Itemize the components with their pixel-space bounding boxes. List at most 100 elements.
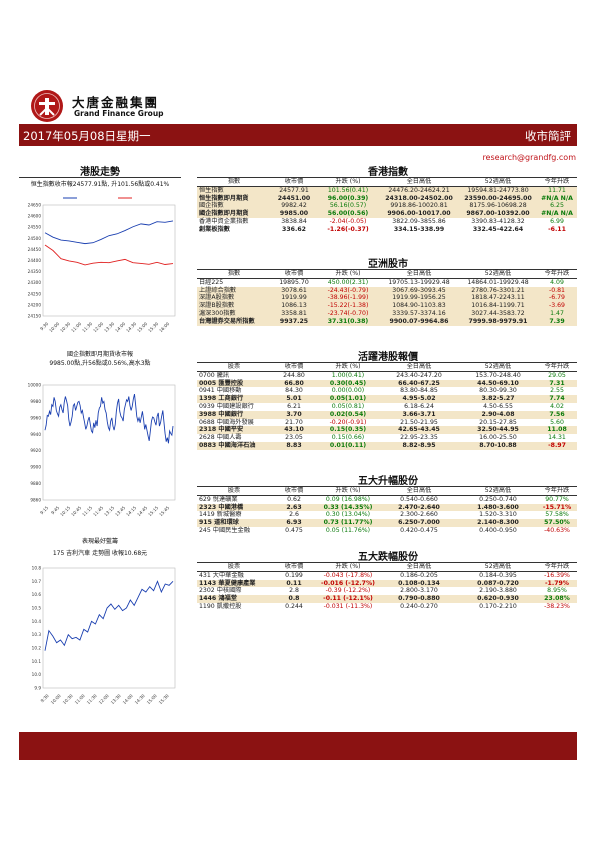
table-cell: 0.8 xyxy=(271,595,317,603)
x-tick-label: 16:00 xyxy=(158,321,170,333)
table-cell: 7.31 xyxy=(537,379,577,388)
table-cell: 0.184-0.395 xyxy=(479,571,517,579)
contact-email[interactable]: research@grandfg.com xyxy=(482,153,576,162)
x-tick-label: 11:30 xyxy=(86,693,98,705)
table-row: 恒生指數即月期貨 24451.00 96.00(0.39) 24318.00-2450… xyxy=(197,194,577,203)
plot-area xyxy=(42,204,176,317)
column-header: 股票 xyxy=(197,487,271,496)
table-cell: 香港中資企業指數 xyxy=(199,217,249,225)
y-tick-label: 9.9 xyxy=(34,686,41,691)
geely-intraday-chart: 10.8 10.7 10.6 10.5 10.4 10.3 10.2 10.1 10.0 9.9 9… xyxy=(32,566,176,705)
table-header-row: 指數 收市價 升跌 (%) 全日高低 52週高低 今年升跌 xyxy=(197,178,577,187)
stock-chart-caption: 175 吉利汽車 走勢圖 收報10.68元 xyxy=(52,550,148,557)
y-tick-label: 9940 xyxy=(30,432,41,437)
table-cell: 0.02(0.54) xyxy=(317,410,379,419)
table-cell: 9918.86-10020.81 xyxy=(379,202,459,211)
hk-index-title: 香港指數 xyxy=(368,167,408,178)
column-header: 收市價 xyxy=(271,487,317,496)
x-tick-label: 14:15 xyxy=(125,505,137,517)
table-cell: 3390.83-4128.32 xyxy=(471,217,525,225)
table-cell: 11.71 xyxy=(537,186,577,195)
table-cell: 336.62 xyxy=(282,225,306,233)
table-cell: 0.420-0.475 xyxy=(400,526,438,534)
x-tick-label: 13:15 xyxy=(103,505,115,517)
table-row: 915 道和環球 6.93 0.73 (11.77%) 6.250-7.000 2.14… xyxy=(197,519,577,527)
x-tick-label: 13:30 xyxy=(103,321,115,333)
column-header: 股票 xyxy=(197,563,271,572)
column-header: 全日高低 xyxy=(379,563,459,572)
hsi-caption: 恒生指數收市報24577.91點, 升101.56點或0.41% xyxy=(30,181,170,188)
column-header: 52週高低 xyxy=(459,487,537,496)
table-row: 2318 中國平安 43.10 0.15(0.35) 42.65-43.45 32.50… xyxy=(197,426,577,435)
x-tick-label: 14:00 xyxy=(122,693,134,705)
table-cell: 1919.99 xyxy=(271,294,317,303)
top-gainers-table: 股票 收市價 升跌 (%) 全日高低 52週高低 今年升跌 629 悅達礦業 0.62 0.09… xyxy=(197,487,577,535)
table-cell: 42.65-43.45 xyxy=(379,426,459,435)
table-cell: 245 中國民生金融 xyxy=(199,526,250,534)
table-cell: 0.00(0.00) xyxy=(331,387,365,395)
table-cell: 6.250-7.000 xyxy=(379,519,459,527)
column-header: 升跌 (%) xyxy=(317,563,379,572)
x-tick-label: 12:00 xyxy=(98,693,110,705)
table-row: 上證綜合指數 3078.61 -24.43(-0.79) 3067.69-3093.4… xyxy=(197,286,577,295)
table-cell: 國企指數 xyxy=(197,202,271,211)
table-cell: 2302 中核國際 xyxy=(199,587,242,595)
table-cell: 0.30(0.45) xyxy=(317,379,379,388)
x-tick-label: 13:45 xyxy=(114,505,126,517)
table-cell: 日經225 xyxy=(199,278,224,286)
x-tick-label: 15:45 xyxy=(158,505,170,517)
table-row: 245 中國民生金融 0.475 0.05 (11.76%) 0.420-0.475 0… xyxy=(197,527,577,535)
table-cell: 0700 騰訊 xyxy=(199,371,230,379)
x-tick-label: 14:30 xyxy=(134,693,146,705)
table-cell: 14.31 xyxy=(548,434,566,442)
table-cell: 3.70 xyxy=(271,410,317,419)
table-cell: 0.240-0.270 xyxy=(400,602,438,610)
column-header: 今年升跌 xyxy=(537,363,577,372)
column-header: 全日高低 xyxy=(379,270,459,279)
top-losers-table: 股票 收市價 升跌 (%) 全日高低 52週高低 今年升跌 431 大中華金融 0.199 -0… xyxy=(197,563,577,611)
table-cell: 0.62 xyxy=(287,495,301,503)
y-tick-label: 10.4 xyxy=(32,619,42,624)
x-tick-label: 11:00 xyxy=(74,693,86,705)
divider xyxy=(197,562,577,563)
x-tick-label: 11:45 xyxy=(92,505,104,517)
table-cell: 57.58% xyxy=(545,511,569,519)
x-tick-label: 14:00 xyxy=(114,321,126,333)
table-cell: 1.00(0.41) xyxy=(331,371,365,379)
table-cell: -8.97 xyxy=(537,441,577,450)
table-cell: 0883 中國海洋石油 xyxy=(197,441,271,450)
table-row: 日經225 19895.70 450.00(2.31) 19705.13-19929.… xyxy=(197,278,577,286)
table-cell: 6.18-6.24 xyxy=(404,402,434,410)
hsi-intraday-chart: 24650 24600 24550 24500 24450 24400 24350 24300… xyxy=(28,197,176,333)
table-cell: #N/A N/A xyxy=(537,194,577,203)
table-cell: 243.40-247.20 xyxy=(396,371,442,379)
table-cell: 7999.98-9979.91 xyxy=(459,317,537,326)
table-cell: 0.05 (11.76%) xyxy=(325,526,371,534)
plot-area xyxy=(42,384,176,501)
table-cell: 23.05 xyxy=(285,434,303,442)
table-cell: 21.50-21.95 xyxy=(400,418,438,426)
column-header: 52週高低 xyxy=(459,270,537,279)
table-cell: -0.043 (-17.8%) xyxy=(323,571,373,579)
x-tick-label: 11:00 xyxy=(70,321,82,333)
y-tick-label: 24250 xyxy=(28,291,42,296)
column-header: 今年升跌 xyxy=(537,487,577,496)
table-row: 431 大中華金融 0.199 -0.043 (-17.8%) 0.186-0.205… xyxy=(197,571,577,579)
table-cell: 334.15-338.99 xyxy=(393,225,445,233)
plot-area xyxy=(42,567,176,689)
table-cell: 450.00(2.31) xyxy=(327,278,369,286)
x-tick-label: 15:30 xyxy=(147,321,159,333)
x-tick-label: 9:30 xyxy=(39,321,49,331)
table-cell: 96.00(0.39) xyxy=(317,194,379,203)
table-cell: 8175.96-10698.28 xyxy=(459,202,537,211)
table-cell: 1086.13 xyxy=(271,302,317,310)
y-tick-label: 10.7 xyxy=(32,579,42,584)
table-cell: 23.08% xyxy=(537,595,577,603)
table-cell: 1016.84-1199.71 xyxy=(459,302,537,310)
table-cell: 國企指數即月期貨 xyxy=(197,210,271,218)
y-tick-label: 24150 xyxy=(28,314,42,319)
divider xyxy=(19,177,181,178)
divider xyxy=(197,486,577,487)
table-row: 台灣證券交易所指數 9937.25 37.31(0.38) 9900.07-9964.… xyxy=(197,317,577,326)
column-header: 升跌 (%) xyxy=(317,270,379,279)
